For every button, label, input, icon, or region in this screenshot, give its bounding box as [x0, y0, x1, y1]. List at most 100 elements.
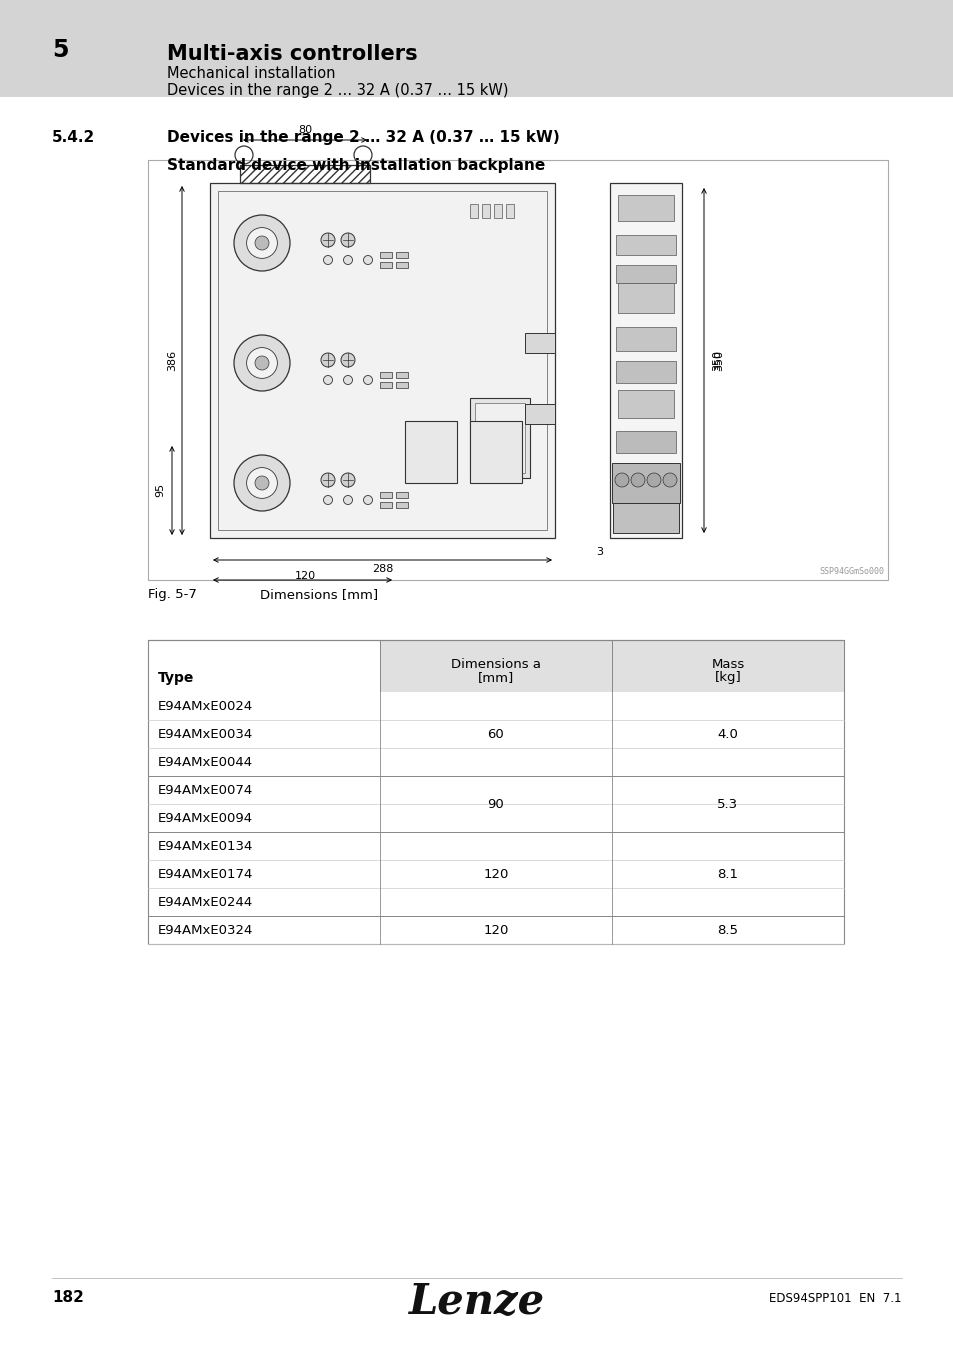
- Text: 5.4.2: 5.4.2: [52, 130, 95, 144]
- Text: E94AMxE0034: E94AMxE0034: [158, 728, 253, 741]
- Bar: [618, 390, 673, 418]
- Circle shape: [340, 472, 355, 487]
- Text: E94AMxE0094: E94AMxE0094: [158, 811, 253, 825]
- Circle shape: [233, 215, 290, 271]
- Circle shape: [254, 236, 269, 250]
- Circle shape: [662, 472, 677, 487]
- Bar: [0, 0, 953, 97]
- Bar: [148, 917, 843, 944]
- Bar: [240, 165, 370, 184]
- Text: 120: 120: [483, 868, 508, 880]
- Text: 350: 350: [713, 350, 723, 371]
- Text: E94AMxE0044: E94AMxE0044: [158, 756, 253, 768]
- Bar: [379, 252, 392, 258]
- Text: E94AMxE0074: E94AMxE0074: [158, 783, 253, 796]
- Text: Dimensions [mm]: Dimensions [mm]: [260, 589, 377, 601]
- Circle shape: [254, 356, 269, 370]
- Circle shape: [340, 234, 355, 247]
- Circle shape: [233, 335, 290, 392]
- Bar: [148, 693, 843, 720]
- Text: Multi-axis controllers: Multi-axis controllers: [167, 45, 417, 63]
- Circle shape: [646, 472, 660, 487]
- Bar: [616, 463, 676, 483]
- Bar: [379, 262, 392, 269]
- Bar: [481, 204, 490, 217]
- Circle shape: [233, 455, 290, 512]
- Text: 3: 3: [596, 547, 603, 558]
- Text: E94AMxE0174: E94AMxE0174: [158, 868, 253, 880]
- Bar: [470, 398, 530, 478]
- Bar: [524, 404, 555, 424]
- Text: 5.3: 5.3: [717, 798, 738, 810]
- Bar: [612, 640, 843, 693]
- Bar: [210, 184, 555, 539]
- Circle shape: [340, 352, 355, 367]
- Text: 8.5: 8.5: [717, 923, 738, 937]
- Bar: [395, 373, 408, 378]
- Bar: [148, 640, 379, 693]
- Circle shape: [343, 255, 352, 265]
- Bar: [618, 284, 673, 313]
- Circle shape: [363, 495, 372, 505]
- Bar: [395, 382, 408, 387]
- Bar: [148, 860, 843, 888]
- Bar: [616, 431, 676, 454]
- Bar: [616, 327, 676, 351]
- Bar: [405, 421, 456, 483]
- Bar: [148, 805, 843, 832]
- Bar: [379, 373, 392, 378]
- Bar: [613, 504, 679, 533]
- Text: Lenze: Lenze: [409, 1281, 544, 1323]
- Bar: [475, 404, 524, 472]
- Circle shape: [246, 347, 277, 378]
- Text: E94AMxE0024: E94AMxE0024: [158, 699, 253, 713]
- Circle shape: [320, 234, 335, 247]
- Text: 288: 288: [372, 564, 393, 574]
- Text: E94AMxE0244: E94AMxE0244: [158, 895, 253, 909]
- Text: 95: 95: [154, 483, 165, 497]
- Bar: [148, 748, 843, 776]
- Bar: [618, 194, 673, 221]
- Bar: [148, 720, 843, 748]
- Bar: [148, 888, 843, 917]
- Bar: [616, 360, 676, 383]
- Text: [mm]: [mm]: [477, 671, 514, 684]
- Bar: [395, 262, 408, 269]
- Circle shape: [323, 495, 333, 505]
- Bar: [379, 502, 392, 508]
- Text: SSP94GGmSo000: SSP94GGmSo000: [818, 567, 883, 576]
- Bar: [148, 832, 843, 860]
- Bar: [395, 491, 408, 498]
- Text: E94AMxE0134: E94AMxE0134: [158, 840, 253, 852]
- Bar: [148, 640, 843, 944]
- Text: Mass: Mass: [711, 657, 744, 671]
- Bar: [218, 190, 546, 531]
- Text: Devices in the range 2 … 32 A (0.37 … 15 kW): Devices in the range 2 … 32 A (0.37 … 15…: [167, 82, 508, 97]
- Circle shape: [320, 472, 335, 487]
- Circle shape: [246, 228, 277, 258]
- Circle shape: [323, 255, 333, 265]
- Text: Type: Type: [158, 671, 194, 684]
- Circle shape: [320, 352, 335, 367]
- Text: 386: 386: [167, 350, 177, 371]
- Text: 60: 60: [487, 728, 504, 741]
- Bar: [379, 640, 612, 693]
- Text: 120: 120: [483, 923, 508, 937]
- Bar: [379, 491, 392, 498]
- Bar: [505, 204, 514, 217]
- Circle shape: [363, 375, 372, 385]
- Bar: [395, 502, 408, 508]
- Text: E94AMxE0324: E94AMxE0324: [158, 923, 253, 937]
- Bar: [524, 332, 555, 352]
- Bar: [470, 421, 521, 483]
- Text: 4.0: 4.0: [717, 728, 738, 741]
- Text: 350: 350: [711, 350, 721, 371]
- Circle shape: [246, 467, 277, 498]
- Bar: [494, 204, 501, 217]
- Circle shape: [254, 477, 269, 490]
- Text: [kg]: [kg]: [714, 671, 740, 684]
- Text: Fig. 5-7: Fig. 5-7: [148, 589, 196, 601]
- Bar: [148, 161, 887, 580]
- Bar: [612, 463, 679, 504]
- Text: EDS94SPP101  EN  7.1: EDS94SPP101 EN 7.1: [769, 1292, 901, 1304]
